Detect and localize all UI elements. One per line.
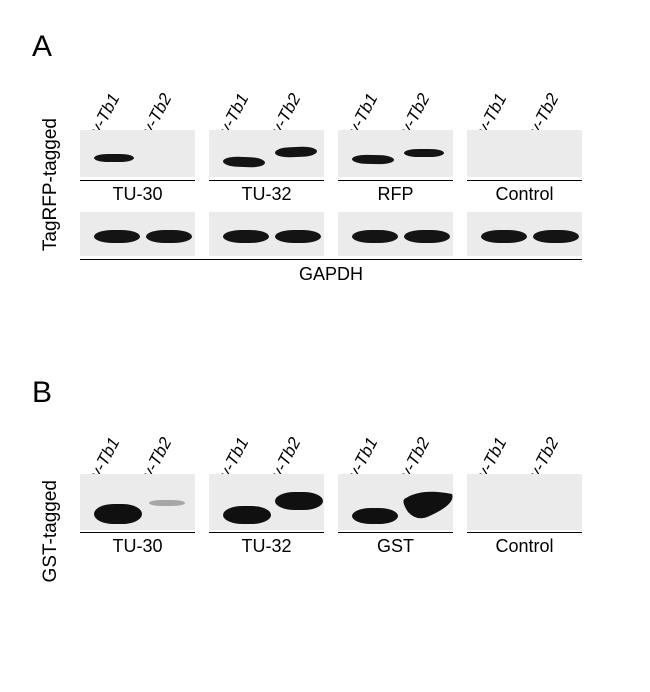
condition-underline: [209, 180, 324, 181]
blot: [209, 474, 324, 530]
blot: [338, 130, 453, 177]
western-band: [352, 508, 398, 524]
blot: [338, 212, 453, 256]
western-band: [404, 230, 450, 243]
western-band: [94, 154, 134, 162]
western-band: [149, 500, 185, 506]
condition-underline: [209, 532, 324, 533]
western-band: [146, 230, 192, 243]
blot: [80, 474, 195, 530]
panel-a-letter: A: [32, 30, 52, 64]
condition-label: TU-30: [80, 536, 195, 557]
blot: [467, 130, 582, 177]
condition-label: Control: [467, 536, 582, 557]
blot: [209, 212, 324, 256]
condition-label: TU-32: [209, 184, 324, 205]
western-band: [223, 506, 271, 524]
condition-underline: [80, 532, 195, 533]
blot: [467, 474, 582, 530]
western-band: [352, 155, 394, 165]
western-band: [223, 230, 269, 243]
condition-underline: [338, 180, 453, 181]
western-band: [402, 490, 453, 524]
condition-label: TU-32: [209, 536, 324, 557]
panel-b-blots-row1: [80, 474, 582, 530]
blot: [467, 212, 582, 256]
condition-underline: [467, 180, 582, 181]
western-band: [481, 230, 527, 243]
western-band: [275, 492, 323, 510]
condition-label: Control: [467, 184, 582, 205]
western-band: [275, 230, 321, 243]
panel-a-ylabel: TagRFP-tagged: [40, 118, 62, 251]
western-band: [533, 230, 579, 243]
blot: [80, 130, 195, 177]
panel-a-blots-row1: [80, 130, 582, 177]
condition-label: RFP: [338, 184, 453, 205]
panel-a-gapdh-line: [80, 259, 582, 260]
western-band: [94, 230, 140, 243]
western-band: [404, 149, 444, 157]
western-band: [223, 156, 265, 167]
western-band: [275, 146, 317, 157]
panel-b-ylabel: GST-tagged: [40, 480, 62, 582]
western-band: [352, 230, 398, 243]
condition-label: TU-30: [80, 184, 195, 205]
panel-a-blots-row2: [80, 212, 582, 256]
panel-a-gapdh-label: GAPDH: [80, 264, 582, 285]
panel-b-letter: B: [32, 376, 52, 410]
blot: [209, 130, 324, 177]
condition-underline: [338, 532, 453, 533]
western-band: [94, 504, 142, 524]
condition-underline: [467, 532, 582, 533]
condition-label: GST: [338, 536, 453, 557]
blot: [80, 212, 195, 256]
blot: [338, 474, 453, 530]
condition-underline: [80, 180, 195, 181]
